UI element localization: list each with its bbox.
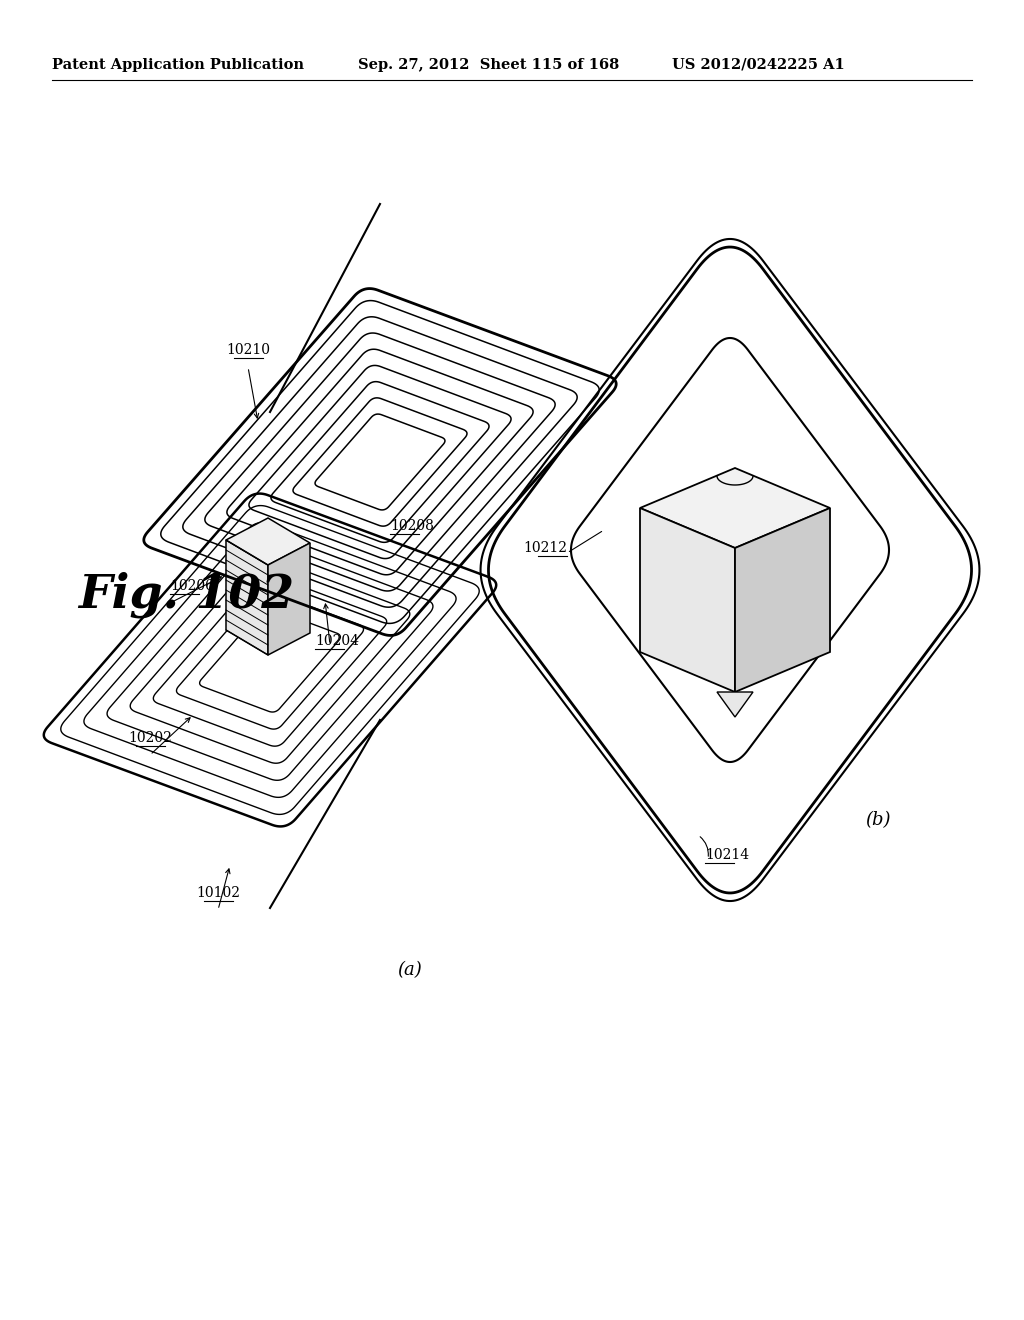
Polygon shape bbox=[640, 508, 735, 692]
Polygon shape bbox=[735, 508, 830, 692]
Text: Fig. 102: Fig. 102 bbox=[78, 572, 294, 618]
Text: Sep. 27, 2012  Sheet 115 of 168: Sep. 27, 2012 Sheet 115 of 168 bbox=[358, 58, 620, 73]
Text: 10204: 10204 bbox=[315, 634, 359, 648]
Polygon shape bbox=[717, 692, 753, 717]
Text: 10102: 10102 bbox=[196, 886, 240, 900]
Text: 10208: 10208 bbox=[390, 519, 434, 533]
Text: 10206: 10206 bbox=[170, 579, 214, 593]
Polygon shape bbox=[640, 469, 830, 548]
Text: (b): (b) bbox=[865, 810, 891, 829]
Text: Patent Application Publication: Patent Application Publication bbox=[52, 58, 304, 73]
Polygon shape bbox=[268, 543, 310, 655]
Polygon shape bbox=[226, 540, 268, 655]
Text: 10214: 10214 bbox=[705, 847, 750, 862]
Text: 10202: 10202 bbox=[128, 731, 172, 744]
Text: 10210: 10210 bbox=[226, 343, 270, 356]
Polygon shape bbox=[226, 517, 310, 565]
Text: (a): (a) bbox=[397, 961, 422, 979]
Text: US 2012/0242225 A1: US 2012/0242225 A1 bbox=[672, 58, 845, 73]
Text: 10212: 10212 bbox=[523, 541, 567, 554]
